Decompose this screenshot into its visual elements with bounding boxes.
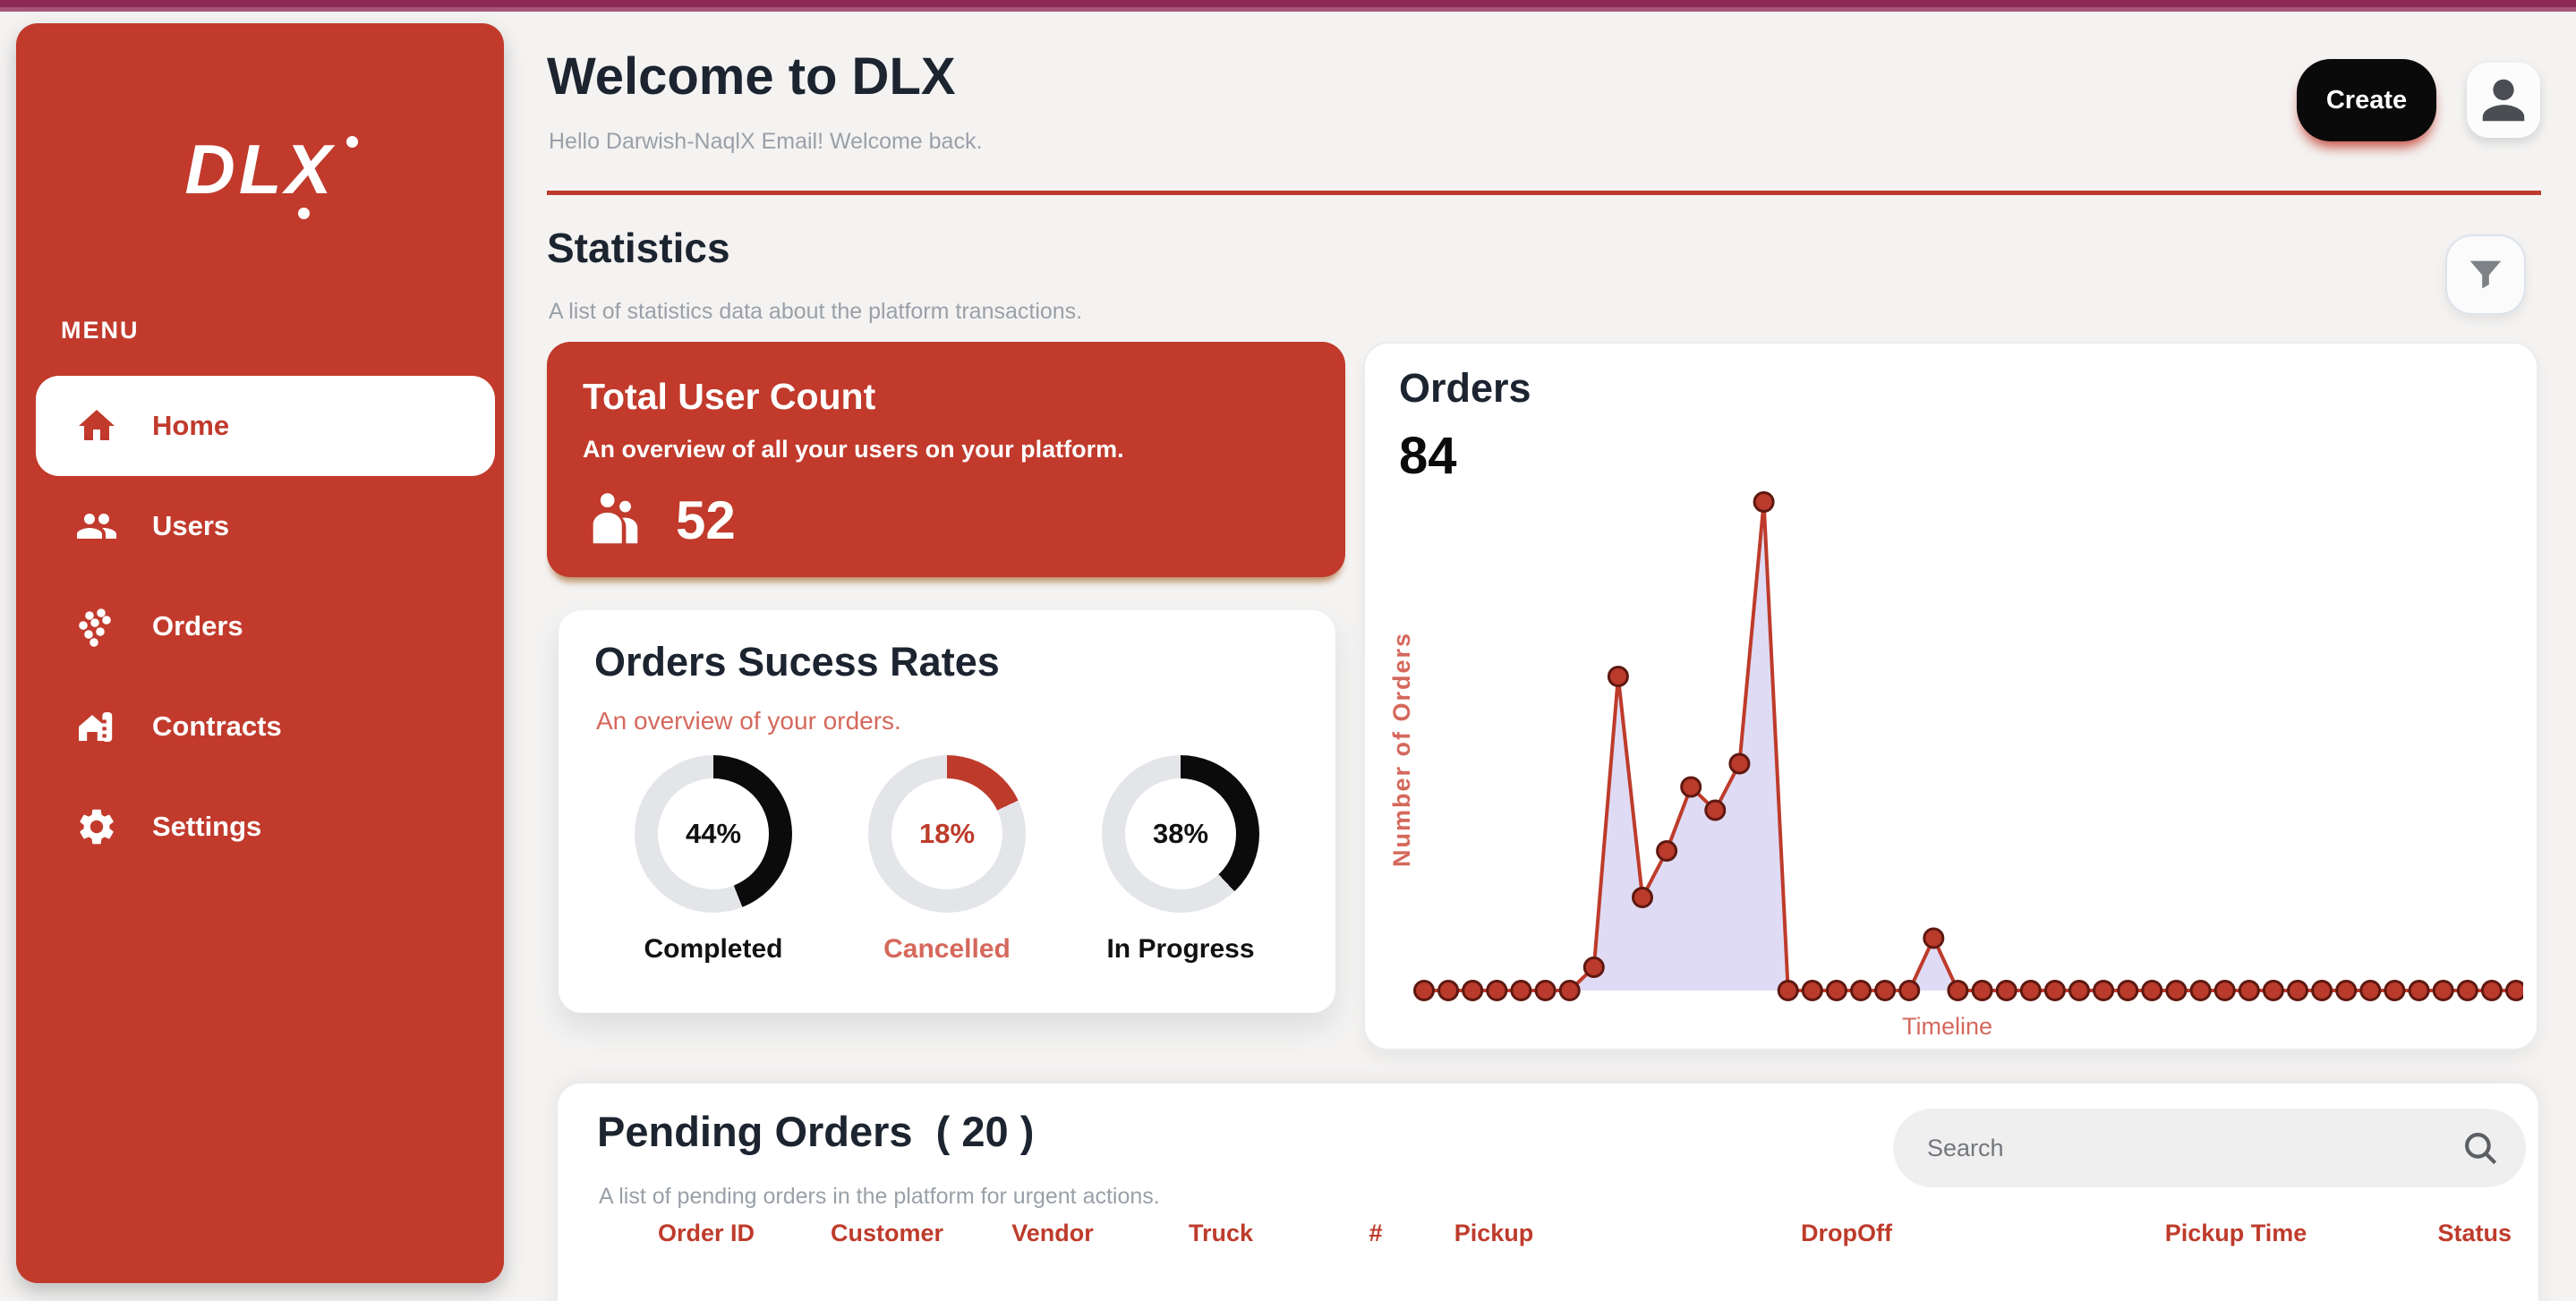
search-icon[interactable] — [2461, 1129, 2499, 1167]
sidebar-item-label: Orders — [152, 610, 243, 642]
column-header[interactable]: DropOff — [1801, 1220, 1892, 1246]
column-header[interactable]: Pickup — [1454, 1220, 1534, 1246]
sidebar: DLX MENU Home Users — [16, 23, 504, 1283]
card-subtitle: An overview of all your users on your pl… — [583, 436, 1124, 463]
sidebar-item-orders[interactable]: Orders — [36, 576, 495, 676]
app-logo: DLX — [16, 129, 504, 219]
card-title: Orders — [1399, 365, 1531, 411]
card-title: Orders Sucess Rates — [594, 639, 1000, 685]
logo-dot-icon — [345, 136, 358, 148]
sidebar-item-settings[interactable]: Settings — [36, 777, 495, 877]
x-axis-label: Timeline — [1902, 1013, 1993, 1040]
sidebar-item-label: Contracts — [152, 710, 282, 742]
column-header[interactable]: Customer — [830, 1220, 944, 1246]
y-axis-label: Number of Orders — [1388, 631, 1415, 867]
pending-orders-card: Pending Orders ( 20 ) A list of pending … — [558, 1084, 2538, 1301]
donut-percent-value: 18% — [918, 818, 976, 849]
orders-line-chart — [1413, 491, 2523, 1001]
card-subtitle: An overview of your orders. — [596, 707, 901, 735]
gear-icon — [75, 805, 118, 848]
group-icon — [593, 493, 638, 544]
sidebar-menu: Home Users Orders — [16, 376, 504, 877]
chart-area-fill — [1424, 502, 2516, 991]
search-box — [1893, 1109, 2526, 1187]
column-header[interactable]: Truck — [1188, 1220, 1254, 1246]
chart-line — [1424, 500, 2516, 992]
column-header[interactable]: Status — [2437, 1220, 2512, 1246]
column-header[interactable]: # — [1369, 1220, 1383, 1246]
orders-dots-icon — [75, 605, 118, 648]
donut-label: Cancelled — [883, 934, 1011, 964]
menu-section-label: MENU — [61, 317, 140, 344]
avatar[interactable] — [2467, 63, 2540, 138]
donut-percent-value: 44% — [685, 818, 742, 849]
sidebar-item-label: Home — [152, 410, 230, 441]
sidebar-item-contracts[interactable]: Contracts — [36, 676, 495, 777]
funnel-icon — [2469, 260, 2502, 289]
page-title: Welcome to DLX — [547, 47, 956, 106]
app-logo-text: DLX — [184, 130, 336, 208]
donut-label: In Progress — [1106, 934, 1255, 964]
person-icon — [2482, 79, 2525, 122]
donut-percent-value: 38% — [1152, 818, 1209, 849]
pending-orders-title: Pending Orders ( 20 ) — [597, 1108, 1035, 1155]
contracts-icon — [75, 705, 118, 748]
donut-cancelled: 18% Cancelled — [868, 755, 1026, 965]
chart-data-points — [1413, 491, 2523, 1001]
donut-completed: 44% Completed — [635, 755, 792, 965]
filter-button[interactable] — [2445, 234, 2526, 315]
pending-orders-subtitle: A list of pending orders in the platform… — [599, 1184, 1160, 1209]
sidebar-item-home[interactable]: Home — [36, 376, 495, 476]
column-header[interactable]: Vendor — [1011, 1220, 1094, 1246]
donut-ring: 18% — [868, 755, 1026, 913]
users-icon — [75, 505, 118, 548]
card-title: Total User Count — [583, 376, 876, 417]
table-header-row: Order ID Customer Vendor Truck # Pickup … — [608, 1220, 2512, 1247]
donut-label: Completed — [644, 934, 783, 964]
statistics-subtitle: A list of statistics data about the plat… — [549, 299, 1083, 324]
orders-total-value: 84 — [1399, 427, 1457, 485]
orders-success-rates-card: Orders Sucess Rates An overview of your … — [559, 610, 1335, 1013]
home-icon — [75, 404, 118, 447]
donut-in-progress: 38% In Progress — [1102, 755, 1259, 965]
column-header[interactable]: Pickup Time — [2164, 1220, 2307, 1246]
donut-chart-row: 44% Completed 18% Cancelled 38% In Progr… — [559, 755, 1335, 965]
user-count-value: 52 — [676, 489, 736, 550]
search-input[interactable] — [1893, 1134, 2461, 1162]
sidebar-item-users[interactable]: Users — [36, 476, 495, 576]
topbar — [0, 0, 2576, 12]
create-button[interactable]: Create — [2297, 59, 2436, 141]
column-header[interactable]: Order ID — [657, 1220, 755, 1246]
total-user-count-card: Total User Count An overview of all your… — [547, 342, 1345, 577]
section-divider — [547, 191, 2541, 195]
donut-ring: 38% — [1102, 755, 1259, 913]
statistics-title: Statistics — [547, 225, 730, 271]
donut-ring: 44% — [635, 755, 792, 913]
sidebar-item-label: Users — [152, 510, 230, 541]
welcome-subtitle: Hello Darwish-NaqlX Email! Welcome back. — [549, 129, 983, 154]
orders-chart-card: Orders 84 Number of Orders Timeline — [1363, 342, 2538, 1050]
sidebar-item-label: Settings — [152, 811, 262, 842]
logo-dot-icon — [297, 208, 310, 219]
